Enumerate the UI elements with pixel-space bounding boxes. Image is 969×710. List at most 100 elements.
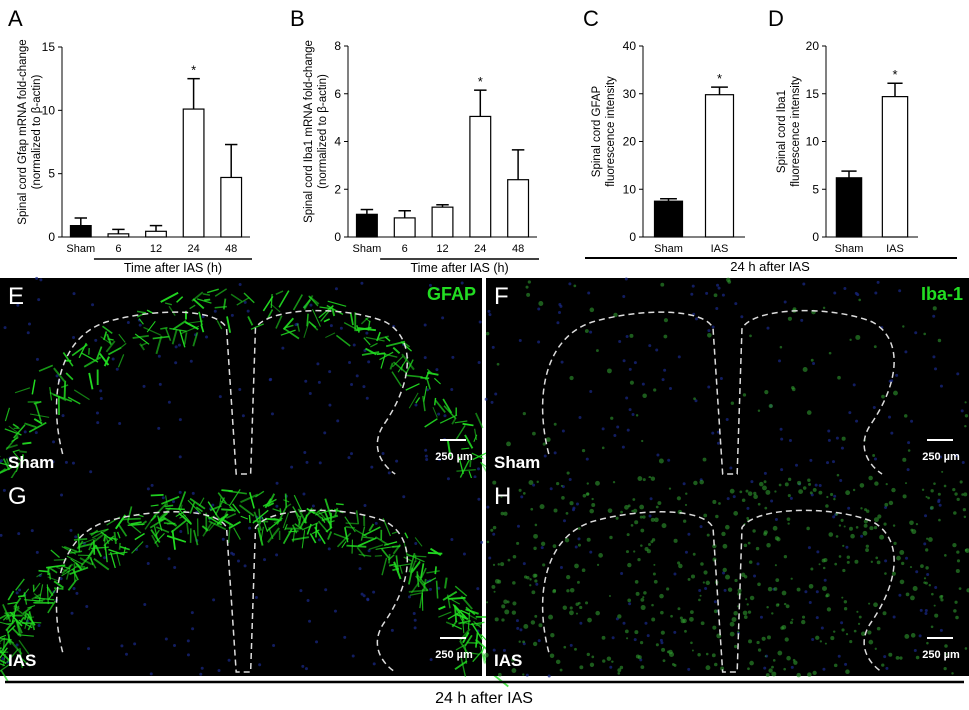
nucleus xyxy=(69,528,73,532)
stain xyxy=(591,655,595,659)
stain xyxy=(438,611,452,618)
stain xyxy=(955,568,960,574)
stain xyxy=(856,610,859,613)
nucleus xyxy=(246,309,250,313)
stain xyxy=(500,495,503,498)
nucleus xyxy=(646,634,650,638)
stain xyxy=(606,656,612,661)
stain xyxy=(797,480,802,486)
nucleus xyxy=(537,639,541,643)
stain xyxy=(75,562,83,571)
stain xyxy=(454,585,468,597)
nucleus xyxy=(172,500,176,504)
stain xyxy=(703,513,708,518)
nucleus xyxy=(557,310,561,314)
nucleus xyxy=(559,566,563,570)
nucleus xyxy=(230,313,234,317)
nucleus xyxy=(826,461,830,465)
nucleus xyxy=(191,491,195,495)
stain xyxy=(529,578,532,581)
stain xyxy=(635,414,639,417)
stain xyxy=(920,564,924,569)
stain xyxy=(115,551,121,566)
stain xyxy=(538,301,544,306)
nucleus xyxy=(339,326,343,330)
stain xyxy=(964,414,969,418)
y-tick-label: 40 xyxy=(623,39,637,53)
nucleus xyxy=(217,669,221,673)
stain xyxy=(937,492,941,496)
nucleus xyxy=(691,284,695,288)
stain xyxy=(426,378,431,390)
nucleus xyxy=(367,360,371,364)
stain xyxy=(698,598,701,602)
stain xyxy=(868,475,873,481)
stain xyxy=(116,531,121,539)
stain xyxy=(522,412,526,416)
nucleus xyxy=(174,345,178,349)
nucleus xyxy=(205,335,209,339)
stain xyxy=(722,567,727,573)
stain xyxy=(506,441,511,447)
stain xyxy=(296,323,301,332)
stain xyxy=(344,516,356,533)
stain xyxy=(467,613,478,620)
stain xyxy=(741,572,746,578)
stain xyxy=(189,501,196,514)
nucleus xyxy=(363,504,367,508)
stain xyxy=(22,441,32,445)
stain xyxy=(633,508,638,513)
stain xyxy=(733,510,739,516)
nucleus xyxy=(304,667,308,671)
stain xyxy=(184,321,199,331)
nucleus xyxy=(59,577,63,581)
stain xyxy=(729,621,735,627)
stain xyxy=(875,556,879,560)
stain xyxy=(462,422,474,427)
nucleus xyxy=(579,621,583,625)
stain xyxy=(625,550,630,554)
nucleus xyxy=(360,281,364,285)
nucleus xyxy=(687,532,691,536)
stain xyxy=(822,586,827,592)
stain xyxy=(712,625,717,630)
y-axis-label: Spinal cord Gfap mRNA fold-change xyxy=(17,39,29,224)
stain xyxy=(574,563,579,569)
stain xyxy=(0,662,12,672)
stain xyxy=(641,439,644,443)
y-tick-label: 5 xyxy=(48,167,55,181)
nucleus xyxy=(611,636,615,640)
stain xyxy=(684,503,688,507)
stain xyxy=(399,565,403,574)
stain xyxy=(730,401,735,405)
stain xyxy=(527,280,531,284)
stain xyxy=(284,523,288,531)
nucleus xyxy=(812,361,816,365)
stain xyxy=(843,525,846,528)
stain xyxy=(497,579,502,584)
nucleus xyxy=(721,293,725,297)
stain xyxy=(958,587,962,591)
stain xyxy=(11,437,19,442)
nucleus xyxy=(753,574,757,578)
nucleus xyxy=(308,391,312,395)
nucleus xyxy=(484,397,488,401)
nucleus xyxy=(816,550,820,554)
nucleus xyxy=(236,559,240,563)
nucleus xyxy=(351,654,355,658)
nucleus xyxy=(763,666,767,670)
stain xyxy=(166,535,187,543)
stain xyxy=(540,541,546,546)
nucleus xyxy=(302,492,306,496)
bar xyxy=(835,177,863,238)
stain xyxy=(629,380,634,385)
stain xyxy=(465,608,479,615)
stain xyxy=(19,450,27,454)
stain xyxy=(692,552,696,556)
nucleus xyxy=(365,396,369,400)
nucleus xyxy=(120,644,124,648)
stain xyxy=(868,602,871,605)
nucleus xyxy=(835,436,839,440)
stain xyxy=(150,494,164,497)
scale-label: 250 µm xyxy=(435,649,473,661)
